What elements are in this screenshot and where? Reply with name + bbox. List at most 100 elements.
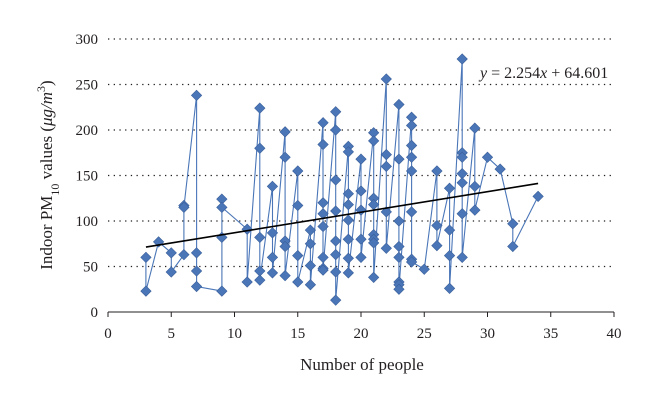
data-point (330, 205, 342, 217)
data-point (342, 252, 354, 264)
data-point (405, 119, 418, 132)
data-point (330, 106, 342, 118)
data-point (380, 148, 392, 161)
data-point (216, 201, 228, 213)
data-point (431, 219, 443, 232)
data-point (405, 165, 418, 177)
data-point (304, 238, 317, 250)
data-point (342, 188, 354, 200)
y-tick-label: 150 (76, 169, 99, 185)
x-tick-labels: 0 5 10 15 20 25 30 35 40 (104, 326, 621, 342)
data-point (165, 266, 177, 278)
data-point (469, 180, 481, 193)
data-point (254, 142, 266, 154)
data-point (178, 249, 190, 261)
data-point (405, 256, 418, 268)
data-point (266, 227, 279, 239)
data-point (443, 224, 456, 236)
trendline-group: y = 2.254x + 64.601 (145, 65, 608, 248)
data-point (190, 247, 203, 259)
data-point (532, 190, 544, 203)
data-point (304, 259, 317, 272)
data-point (279, 126, 291, 138)
data-point (393, 215, 405, 227)
data-point (317, 251, 329, 264)
data-point (304, 279, 317, 291)
trendline-equation: y = 2.254x + 64.601 (478, 65, 608, 82)
y-axis-title-main: Indoor PM (37, 196, 56, 270)
data-point (140, 285, 152, 297)
y-tick-label: 300 (76, 32, 99, 48)
data-point (342, 146, 354, 158)
x-tick-label: 0 (104, 326, 112, 342)
axes (107, 311, 615, 317)
data-point (431, 165, 443, 177)
data-point (279, 269, 291, 282)
y-axis-title-sub: 10 (48, 184, 62, 196)
data-point (330, 294, 342, 306)
data-point (431, 239, 443, 252)
data-point (393, 153, 405, 165)
trendline (145, 182, 539, 248)
data-point (355, 233, 367, 245)
data-points (140, 53, 544, 306)
data-point (190, 89, 203, 102)
data-point (456, 251, 468, 264)
data-point (368, 271, 380, 284)
data-point (317, 197, 329, 209)
data-point (342, 233, 354, 245)
data-point (456, 151, 468, 163)
data-point (393, 251, 405, 264)
data-point (292, 249, 304, 262)
x-tick-label: 25 (417, 326, 432, 342)
data-point (469, 122, 481, 134)
data-point (418, 263, 430, 275)
data-point (292, 165, 304, 177)
data-point (380, 160, 392, 173)
data-point (507, 218, 519, 230)
x-tick-label: 10 (227, 326, 242, 342)
data-point (304, 224, 317, 236)
data-point (292, 276, 304, 288)
y-tick-label: 50 (83, 260, 98, 276)
data-point (330, 174, 342, 186)
data-point (266, 267, 279, 279)
y-tick-labels: 0 50 100 150 200 250 300 (76, 32, 99, 321)
data-point (279, 240, 291, 253)
y-tick-label: 200 (76, 123, 99, 139)
data-point (254, 274, 266, 286)
data-point (342, 267, 354, 279)
data-point (216, 285, 228, 297)
data-point (481, 151, 494, 163)
data-point (330, 266, 342, 278)
data-point (405, 139, 418, 152)
data-point (355, 251, 367, 264)
data-point (292, 199, 304, 212)
data-point (317, 220, 329, 233)
data-point (355, 204, 367, 216)
y-axis-title-end: ) (37, 80, 56, 86)
x-tick-label: 15 (290, 326, 305, 342)
series-connector (145, 58, 539, 301)
data-point (405, 151, 418, 163)
data-point (393, 98, 405, 111)
y-tick-label: 0 (91, 305, 99, 321)
y-axis-title: Indoor PM10 values (μg/m3) (34, 80, 62, 269)
x-tick-label: 40 (607, 326, 622, 342)
y-tick-label: 100 (76, 214, 99, 230)
x-tick-label: 5 (168, 326, 176, 342)
data-point (443, 182, 456, 194)
data-point (494, 163, 506, 175)
data-point (330, 249, 342, 261)
data-point (317, 264, 329, 276)
data-point (317, 138, 329, 151)
data-point (469, 204, 481, 216)
data-point (140, 251, 152, 264)
data-point (266, 180, 279, 193)
data-point (443, 282, 456, 294)
y-axis-title-mid: values ( (37, 126, 56, 184)
y-axis-title-unit: μg/m (37, 92, 56, 127)
y-axis-title-sup: 3 (34, 86, 48, 92)
series-line (145, 58, 539, 301)
